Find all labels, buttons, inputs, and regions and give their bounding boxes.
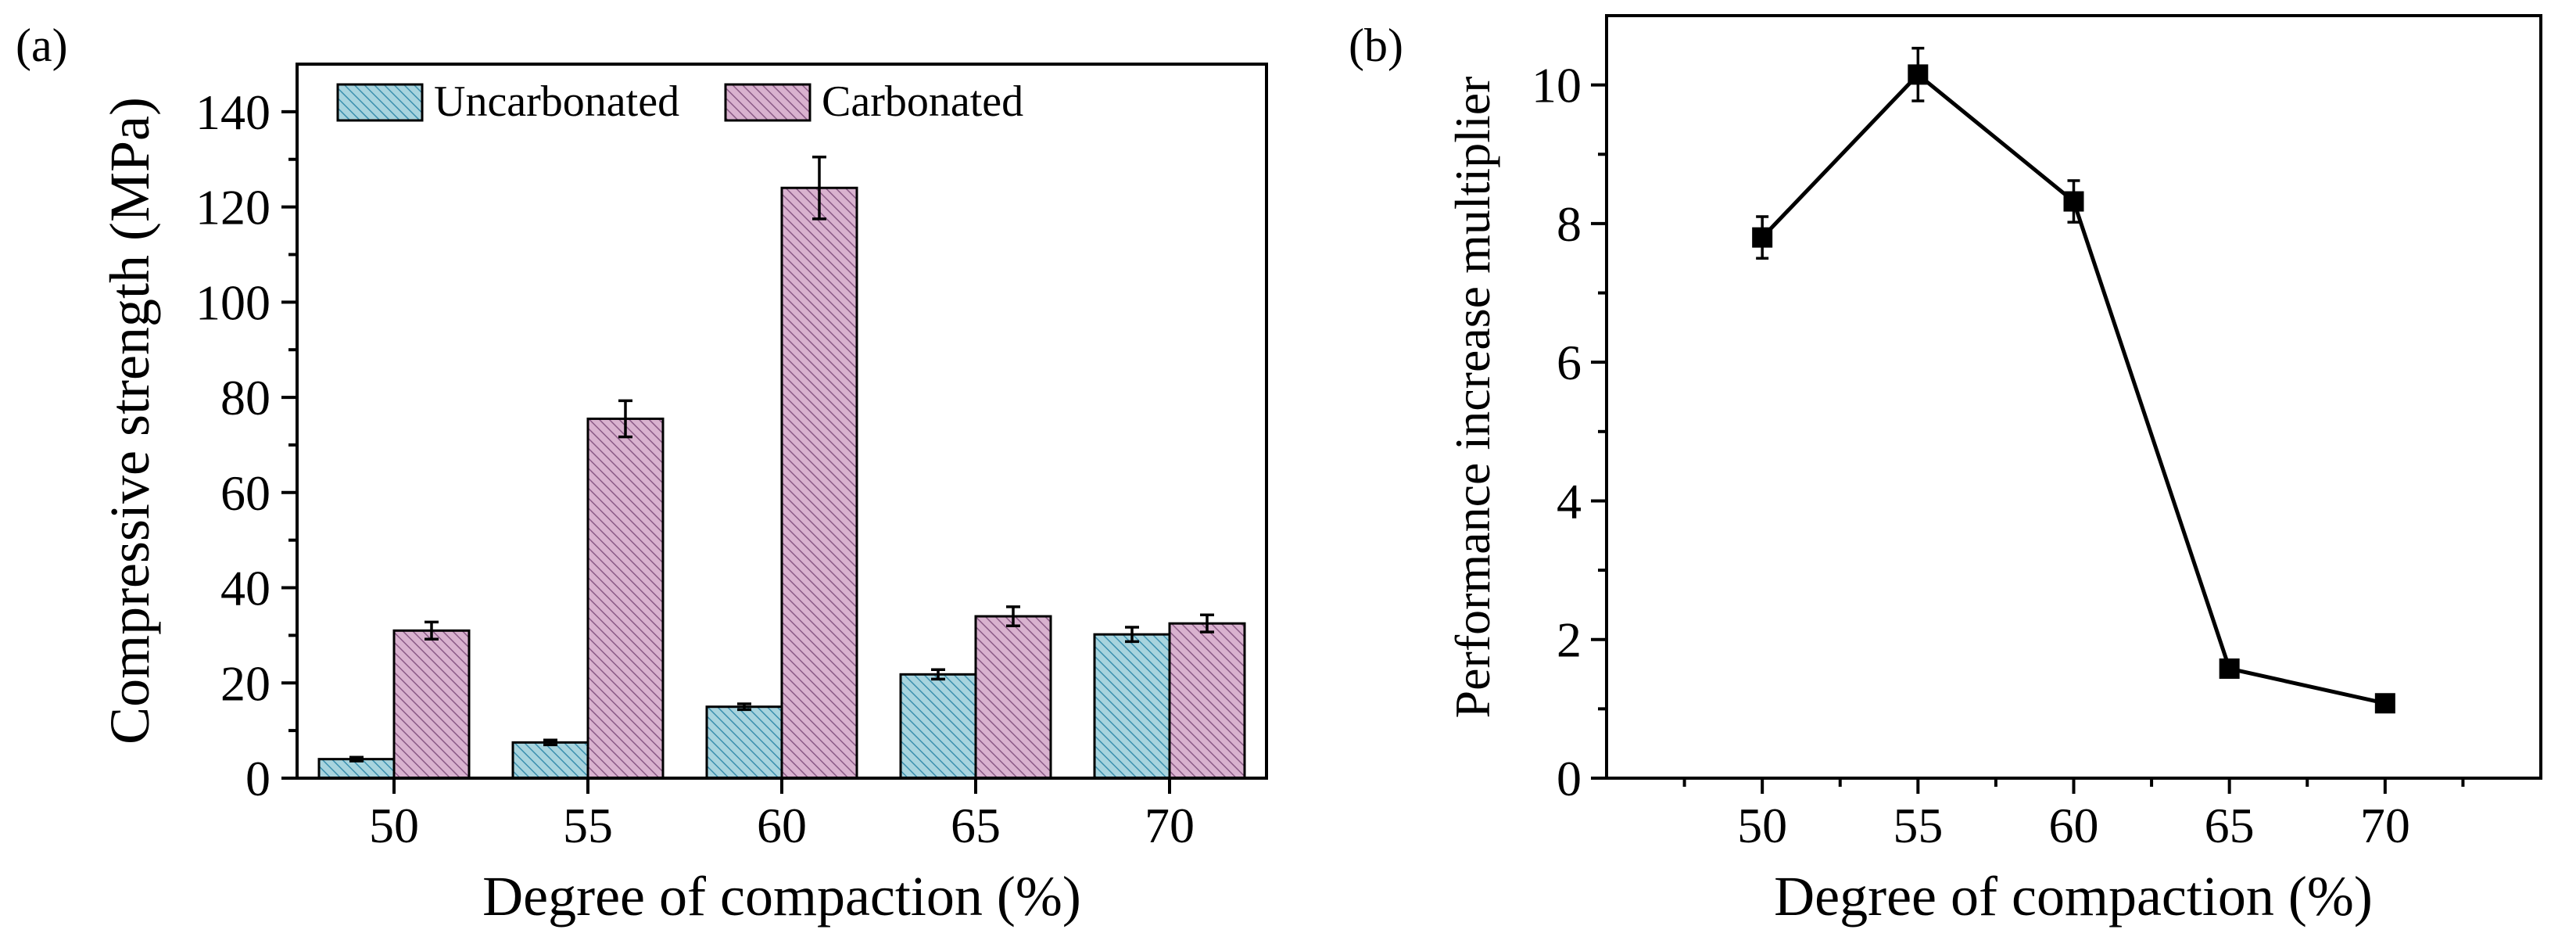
panel-b: (b) 0 2 4 6 8 10 50 55 60 65 70 Degree of compacti… — [1349, 14, 2542, 928]
bar-uncarbonated-60 — [705, 705, 783, 780]
error-bar-carbonated-50 — [425, 620, 439, 641]
x-axis-label-a: Degree of compaction (%) — [482, 865, 1081, 928]
y-tick-label-b: 4 — [1557, 473, 1582, 529]
legend-swatch — [724, 83, 811, 122]
legend-swatch — [336, 83, 424, 122]
x-tick-label-b: 50 — [1737, 798, 1787, 853]
y-axis-label-b: Performance increase multiplier — [1445, 77, 1500, 719]
data-point-65 — [2219, 658, 2240, 679]
error-bar-carbonated-60 — [812, 155, 826, 221]
y-tick-label-a: 40 — [220, 561, 270, 616]
x-tick-label-a: 70 — [1145, 798, 1195, 853]
bar-uncarbonated-65 — [899, 673, 977, 780]
y-tick-label-a: 100 — [195, 275, 270, 330]
bar-carbonated-55 — [586, 417, 665, 780]
error-bar-carbonated-65 — [1006, 605, 1020, 627]
y-tick-label-a: 20 — [220, 655, 270, 711]
legend-item-uncarbonated: Uncarbonated — [336, 77, 679, 126]
legend-label: Uncarbonated — [434, 77, 679, 126]
y-tick-label-a: 140 — [195, 84, 270, 140]
error-bar-uncarbonated-65 — [931, 668, 945, 681]
x-tick-label-a: 65 — [951, 798, 1001, 853]
y-tick-label-b: 8 — [1557, 196, 1582, 252]
bar-uncarbonated-55 — [511, 741, 589, 780]
bar-uncarbonated-70 — [1093, 633, 1171, 780]
error-bar-uncarbonated-55 — [543, 738, 557, 747]
error-bar-carbonated-70 — [1200, 613, 1214, 633]
data-point-60 — [2063, 191, 2084, 212]
data-point-55 — [1908, 64, 1929, 85]
bar-carbonated-60 — [780, 186, 858, 780]
bar-chart-a: 0 20 40 60 80 100 120 140 50 55 60 65 70 Uncarbonated… — [195, 77, 1246, 853]
error-bar-carbonated-55 — [618, 399, 632, 439]
error-bar-uncarbonated-60 — [737, 702, 751, 712]
y-tick-label-a: 0 — [245, 751, 270, 806]
bar-carbonated-65 — [974, 615, 1052, 780]
x-tick-label-a: 55 — [563, 798, 613, 853]
x-tick-label-b: 55 — [1893, 798, 1943, 853]
y-tick-label-b: 10 — [1532, 58, 1582, 113]
y-tick-label-b: 2 — [1557, 612, 1582, 668]
y-tick-label-b: 6 — [1557, 335, 1582, 390]
legend-item-carbonated: Carbonated — [724, 77, 1023, 126]
y-tick-label-a: 120 — [195, 180, 270, 235]
x-tick-label-b: 70 — [2360, 798, 2410, 853]
plot-frame-a — [296, 63, 1268, 780]
bar-carbonated-70 — [1168, 622, 1246, 780]
x-tick-label-b: 65 — [2205, 798, 2255, 853]
bar-carbonated-50 — [392, 629, 471, 780]
x-tick-label-b: 60 — [2049, 798, 2099, 853]
data-point-50 — [1752, 227, 1773, 248]
legend-label: Carbonated — [822, 77, 1023, 126]
error-bar-uncarbonated-50 — [349, 755, 364, 763]
y-axis-label-a: Compressive strength (MPa) — [99, 97, 161, 745]
x-axis-label-b: Degree of compaction (%) — [1774, 865, 2373, 928]
panel-a: (a) 0 20 40 60 80 100 120 140 50 55 60 65 70 Uncarbon… — [16, 20, 1268, 928]
y-tick-label-a: 80 — [220, 370, 270, 425]
panel-b-label: (b) — [1349, 20, 1403, 71]
y-tick-label-a: 60 — [220, 465, 270, 521]
x-tick-label-a: 50 — [369, 798, 419, 853]
y-tick-label-b: 0 — [1557, 751, 1582, 806]
data-point-70 — [2374, 693, 2395, 714]
error-bar-uncarbonated-70 — [1125, 626, 1139, 644]
line-chart-b: 0 2 4 6 8 10 50 55 60 65 70 — [1532, 46, 2465, 853]
panel-a-label: (a) — [16, 20, 68, 71]
x-tick-label-a: 60 — [757, 798, 807, 853]
plot-frame-b — [1605, 14, 2542, 780]
series-line — [1761, 71, 2386, 705]
